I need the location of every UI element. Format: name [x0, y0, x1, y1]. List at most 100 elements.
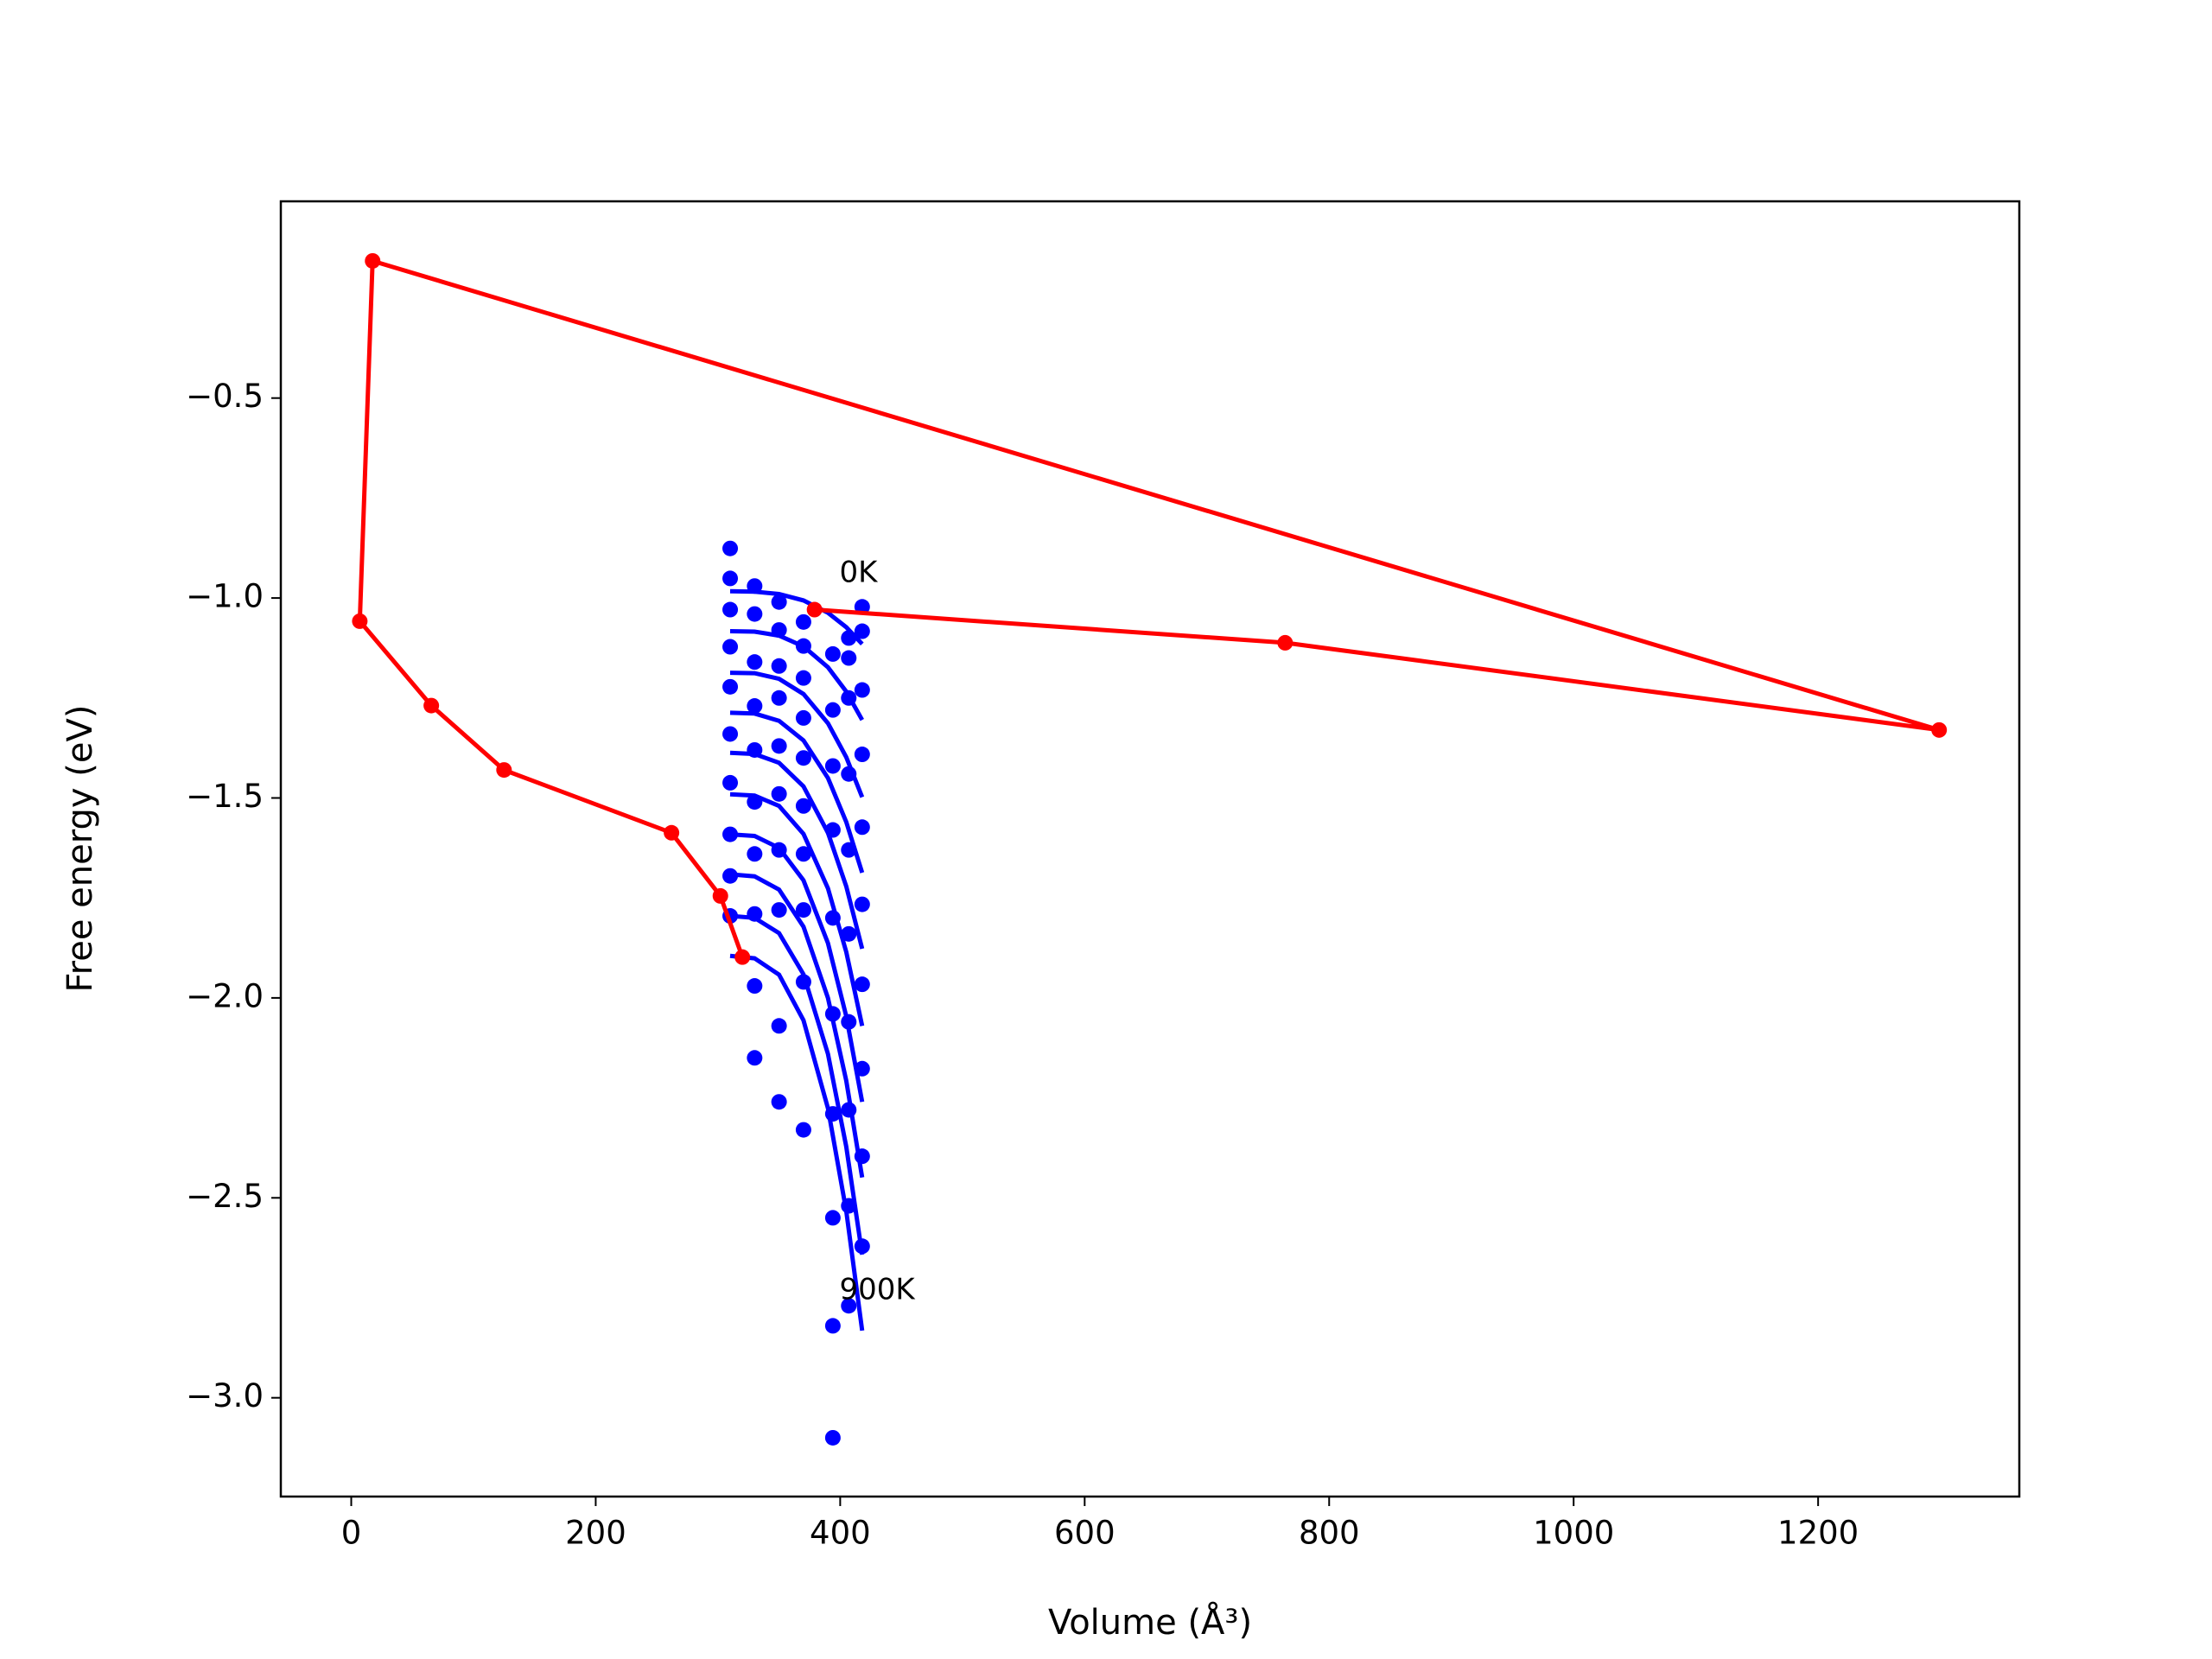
data-point: [854, 1060, 870, 1077]
data-point: [795, 798, 811, 814]
data-point: [854, 976, 870, 993]
data-point: [824, 1006, 841, 1022]
data-point: [854, 1148, 870, 1165]
y-tick-label: −1.0: [186, 578, 264, 615]
x-tick-label: 1000: [1533, 1515, 1614, 1552]
data-point: [841, 1014, 857, 1030]
data-point: [795, 750, 811, 766]
data-point: [722, 678, 739, 695]
annotation: 0K: [839, 556, 879, 590]
x-tick-label: 0: [341, 1515, 362, 1552]
x-tick-label: 600: [1054, 1515, 1116, 1552]
path-point: [1277, 634, 1294, 651]
data-point: [824, 758, 841, 774]
data-point: [747, 846, 763, 862]
data-point: [841, 1102, 857, 1118]
data-point: [747, 578, 763, 594]
data-point: [854, 819, 870, 836]
data-point: [722, 601, 739, 618]
data-point: [854, 682, 870, 698]
data-point: [722, 570, 739, 587]
data-point: [824, 645, 841, 662]
data-point: [841, 925, 857, 942]
path-point: [806, 601, 823, 618]
data-point: [771, 785, 787, 802]
data-point: [841, 766, 857, 782]
data-point: [771, 690, 787, 706]
x-tick-label: 1200: [1777, 1515, 1859, 1552]
data-point: [841, 630, 857, 646]
data-point: [795, 974, 811, 990]
data-point: [824, 1210, 841, 1226]
data-point: [854, 747, 870, 763]
path-point: [423, 697, 440, 714]
data-point: [747, 978, 763, 995]
data-point: [722, 868, 739, 884]
data-point: [841, 690, 857, 706]
fit-curve: [729, 671, 865, 798]
data-point: [747, 654, 763, 671]
path-point: [712, 887, 728, 904]
data-point: [841, 842, 857, 858]
data-point: [722, 826, 739, 842]
data-point: [824, 910, 841, 926]
path-point: [664, 824, 680, 841]
x-axis-label: Volume (Å³): [1048, 1601, 1252, 1643]
data-point: [771, 842, 787, 858]
data-point: [824, 1106, 841, 1122]
data-point: [722, 639, 739, 655]
data-point: [841, 1198, 857, 1214]
data-point: [722, 726, 739, 742]
path-point: [352, 613, 368, 629]
data-point: [771, 902, 787, 918]
data-point: [747, 741, 763, 758]
y-tick-label: −1.5: [186, 778, 264, 815]
y-axis-label: Free energy (eV): [60, 705, 100, 993]
data-point: [854, 623, 870, 639]
data-point: [771, 1094, 787, 1110]
data-point: [771, 658, 787, 674]
x-tick-label: 400: [810, 1515, 871, 1552]
path-point: [496, 762, 512, 779]
x-tick-label: 200: [565, 1515, 626, 1552]
data-point: [795, 670, 811, 686]
data-point: [841, 650, 857, 666]
data-point: [841, 1298, 857, 1314]
data-point: [854, 896, 870, 912]
annotation: 900K: [839, 1272, 916, 1306]
y-tick-label: −3.0: [186, 1377, 264, 1414]
data-point: [795, 1122, 811, 1138]
data-point: [824, 822, 841, 838]
x-tick-label: 800: [1299, 1515, 1360, 1552]
path-point: [365, 252, 381, 269]
data-point: [795, 709, 811, 726]
data-point: [795, 902, 811, 918]
data-point: [795, 638, 811, 654]
data-point: [747, 606, 763, 622]
data-point: [747, 906, 763, 922]
plot-frame: [279, 200, 2021, 1498]
data-point: [824, 702, 841, 718]
data-point: [854, 1238, 870, 1255]
data-point: [771, 738, 787, 754]
data-point: [824, 1318, 841, 1334]
data-point: [795, 613, 811, 630]
fit-curve: [729, 872, 865, 1179]
data-point: [771, 594, 787, 610]
data-point: [747, 794, 763, 810]
y-tick-label: −2.5: [186, 1178, 264, 1215]
data-point: [771, 622, 787, 639]
path-point: [734, 949, 751, 965]
data-point: [722, 774, 739, 791]
path-line: [357, 258, 1942, 958]
data-point: [795, 846, 811, 862]
y-tick-label: −0.5: [186, 378, 264, 415]
data-point: [747, 1050, 763, 1066]
data-point: [722, 540, 739, 556]
data-point: [747, 698, 763, 715]
path-point: [1931, 721, 1948, 738]
data-point: [824, 1429, 841, 1446]
